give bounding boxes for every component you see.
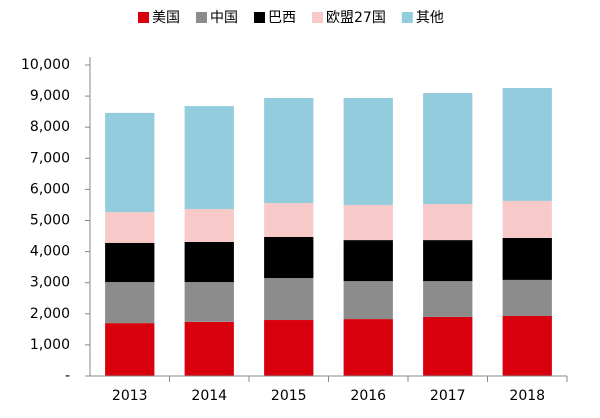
bar-segment bbox=[184, 321, 234, 376]
bar-segment bbox=[105, 282, 155, 324]
y-tick-label: 7,000 bbox=[30, 150, 70, 166]
legend-swatch bbox=[401, 12, 413, 23]
bar-segment bbox=[502, 315, 552, 376]
x-tick-label: 2013 bbox=[112, 388, 148, 404]
bar-segment bbox=[343, 240, 393, 282]
bar-segment bbox=[343, 97, 393, 205]
y-tick-label: 5,000 bbox=[30, 213, 70, 229]
legend-label: 美国 bbox=[152, 10, 180, 26]
bar-segment bbox=[502, 237, 552, 280]
x-tick-label: 2018 bbox=[509, 388, 545, 404]
x-tick-label: 2015 bbox=[271, 388, 307, 404]
bar-segment bbox=[184, 208, 234, 242]
legend-label: 其他 bbox=[416, 10, 444, 26]
x-tick-label: 2016 bbox=[350, 388, 386, 404]
bar-segment bbox=[343, 281, 393, 320]
bar-segment bbox=[264, 97, 314, 204]
bar-segment bbox=[502, 88, 552, 201]
bar-segment bbox=[502, 279, 552, 316]
bar-segment bbox=[423, 92, 473, 205]
legend-label: 巴西 bbox=[268, 10, 296, 26]
legend-swatch bbox=[196, 12, 207, 23]
legend-swatch bbox=[138, 12, 149, 23]
y-tick-label: 6,000 bbox=[30, 181, 70, 197]
y-tick-label: 9,000 bbox=[30, 88, 70, 104]
x-tick-label: 2017 bbox=[430, 388, 466, 404]
bar-segment bbox=[184, 106, 234, 209]
bar-segment bbox=[502, 200, 552, 238]
bar-segment bbox=[105, 112, 155, 213]
x-tick-label: 2014 bbox=[191, 388, 227, 404]
y-tick-label: 1,000 bbox=[30, 337, 70, 353]
bar-segment bbox=[105, 323, 155, 376]
legend-swatch bbox=[254, 12, 265, 23]
bar-segment bbox=[423, 204, 473, 241]
bar-segment bbox=[343, 204, 393, 241]
bar-segment bbox=[264, 320, 314, 376]
bar-segment bbox=[423, 316, 473, 376]
bar-segment bbox=[264, 203, 314, 237]
bar-segment bbox=[184, 241, 234, 283]
bar-segment bbox=[343, 319, 393, 376]
y-tick-label: - bbox=[65, 368, 70, 384]
bar-segment bbox=[423, 240, 473, 282]
y-tick-label: 3,000 bbox=[30, 275, 70, 291]
legend-label: 中国 bbox=[210, 10, 238, 26]
y-tick-label: 4,000 bbox=[30, 244, 70, 260]
bar-segment bbox=[423, 281, 473, 317]
bar-segment bbox=[184, 282, 234, 322]
legend-label: 欧盟27国 bbox=[326, 10, 386, 26]
bar-segment bbox=[264, 236, 314, 279]
bar-segment bbox=[264, 278, 314, 321]
y-tick-label: 8,000 bbox=[30, 119, 70, 135]
legend-swatch bbox=[312, 12, 323, 23]
y-tick-label: 10,000 bbox=[21, 57, 70, 73]
y-tick-label: 2,000 bbox=[30, 306, 70, 322]
bar-segment bbox=[105, 242, 155, 283]
bar-segment bbox=[105, 212, 155, 243]
